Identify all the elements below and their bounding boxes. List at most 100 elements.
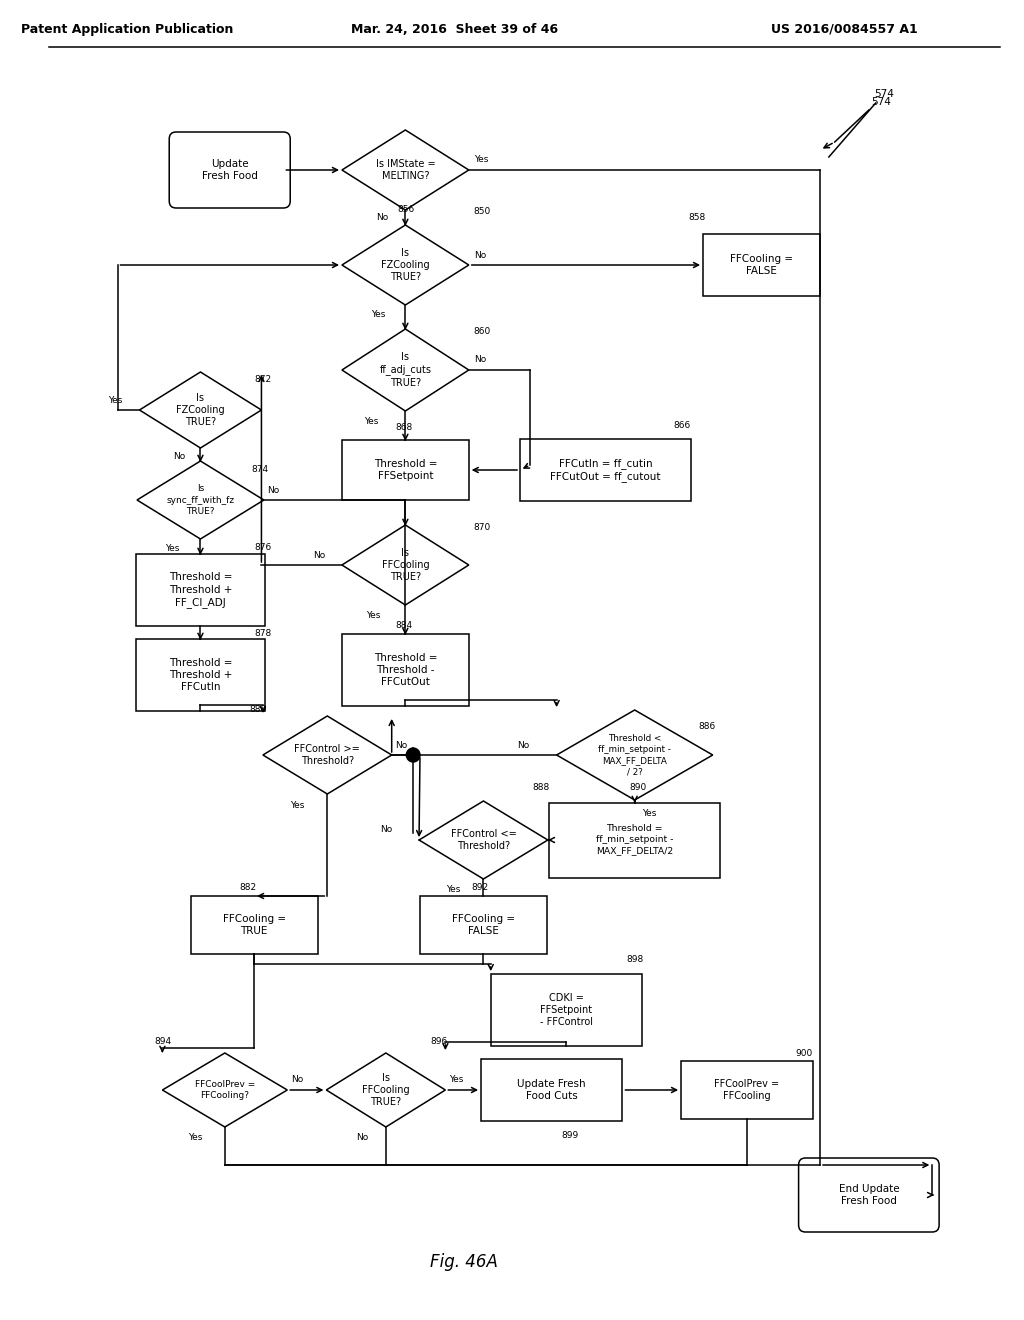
Text: Is
FZCooling
TRUE?: Is FZCooling TRUE?	[381, 248, 430, 282]
Text: FFCoolPrev =
FFCooling?: FFCoolPrev = FFCooling?	[195, 1080, 255, 1100]
Text: FFCooling =
FALSE: FFCooling = FALSE	[452, 913, 515, 936]
Text: FFCoolPrev =
FFCooling: FFCoolPrev = FFCooling	[715, 1078, 779, 1101]
Polygon shape	[327, 1053, 445, 1127]
Polygon shape	[342, 129, 469, 210]
Text: Yes: Yes	[187, 1134, 202, 1143]
Text: 856: 856	[397, 206, 415, 214]
Text: 574: 574	[873, 88, 894, 99]
Polygon shape	[342, 224, 469, 305]
Text: 868: 868	[395, 424, 413, 433]
Text: Yes: Yes	[290, 800, 304, 809]
Text: 880: 880	[249, 705, 266, 714]
Text: Yes: Yes	[450, 1076, 464, 1085]
Bar	[481, 1059, 623, 1121]
Text: Patent Application Publication: Patent Application Publication	[22, 22, 233, 36]
Text: Threshold <
ff_min_setpoint -
MAX_FF_DELTA
/ 2?: Threshold < ff_min_setpoint - MAX_FF_DEL…	[598, 734, 671, 776]
Bar	[420, 896, 547, 954]
Text: 878: 878	[254, 628, 271, 638]
Text: End Update
Fresh Food: End Update Fresh Food	[839, 1184, 899, 1206]
Text: No: No	[517, 741, 529, 750]
Text: No: No	[394, 741, 407, 750]
Text: 858: 858	[688, 213, 706, 222]
Text: Is
FZCooling
TRUE?: Is FZCooling TRUE?	[176, 392, 224, 428]
Text: No: No	[312, 550, 325, 560]
Text: 860: 860	[474, 327, 490, 337]
Text: No: No	[267, 486, 280, 495]
Text: Is
FFCooling
TRUE?: Is FFCooling TRUE?	[382, 548, 429, 582]
Text: 574: 574	[870, 96, 891, 107]
Bar	[342, 634, 469, 706]
Polygon shape	[139, 372, 261, 447]
Text: 882: 882	[240, 883, 257, 891]
Text: Yes: Yes	[474, 156, 488, 165]
Text: FFControl <=
Threshold?: FFControl <= Threshold?	[451, 829, 516, 851]
Text: US 2016/0084557 A1: US 2016/0084557 A1	[771, 22, 918, 36]
Text: Threshold =
Threshold +
FF_CI_ADJ: Threshold = Threshold + FF_CI_ADJ	[169, 572, 232, 607]
Text: 888: 888	[532, 784, 550, 792]
Text: 899: 899	[561, 1130, 579, 1139]
Bar	[342, 440, 469, 500]
Bar	[681, 1061, 813, 1119]
Text: 884: 884	[395, 620, 413, 630]
Text: No: No	[474, 355, 486, 364]
Text: Is
FFCooling
TRUE?: Is FFCooling TRUE?	[362, 1073, 410, 1107]
Bar	[190, 896, 317, 954]
Polygon shape	[137, 461, 264, 539]
Bar	[549, 803, 720, 878]
Text: 872: 872	[254, 375, 271, 384]
Text: Threshold =
FFSetpoint: Threshold = FFSetpoint	[374, 459, 437, 482]
FancyBboxPatch shape	[169, 132, 290, 209]
Text: No: No	[380, 825, 392, 834]
Text: 876: 876	[254, 544, 271, 553]
Text: Yes: Yes	[642, 808, 656, 817]
Polygon shape	[557, 710, 713, 800]
Text: 874: 874	[251, 466, 268, 474]
Text: Yes: Yes	[372, 310, 386, 319]
Bar	[702, 234, 820, 296]
Text: 898: 898	[627, 956, 644, 965]
Text: 896: 896	[431, 1038, 447, 1047]
Text: FFControl >=
Threshold?: FFControl >= Threshold?	[295, 743, 360, 766]
Text: 870: 870	[474, 523, 490, 532]
Text: Is
ff_adj_cuts
TRUE?: Is ff_adj_cuts TRUE?	[379, 352, 431, 388]
Text: Yes: Yes	[109, 396, 123, 404]
Text: Update Fresh
Food Cuts: Update Fresh Food Cuts	[517, 1078, 586, 1101]
Text: Is
sync_ff_with_fz
TRUE?: Is sync_ff_with_fz TRUE?	[166, 484, 234, 516]
Text: Yes: Yes	[165, 544, 179, 553]
Text: No: No	[376, 214, 388, 223]
Text: Threshold =
Threshold -
FFCutOut: Threshold = Threshold - FFCutOut	[374, 652, 437, 688]
Text: Fig. 46A: Fig. 46A	[430, 1253, 498, 1271]
Text: FFCutIn = ff_cutin
FFCutOut = ff_cutout: FFCutIn = ff_cutin FFCutOut = ff_cutout	[550, 458, 660, 482]
FancyBboxPatch shape	[799, 1158, 939, 1232]
Text: Is IMState =
MELTING?: Is IMState = MELTING?	[376, 158, 435, 181]
Text: 850: 850	[474, 207, 490, 216]
Text: Mar. 24, 2016  Sheet 39 of 46: Mar. 24, 2016 Sheet 39 of 46	[350, 22, 558, 36]
Text: 894: 894	[155, 1038, 172, 1047]
Text: 886: 886	[698, 722, 716, 731]
Bar	[520, 440, 691, 502]
Circle shape	[407, 748, 420, 762]
Text: No: No	[173, 451, 185, 461]
Bar	[136, 554, 265, 626]
Text: No: No	[356, 1134, 369, 1143]
Text: 892: 892	[472, 883, 488, 891]
Text: 900: 900	[796, 1049, 813, 1059]
Text: FFCooling =
FALSE: FFCooling = FALSE	[730, 253, 793, 276]
Text: No: No	[474, 251, 486, 260]
Bar	[136, 639, 265, 711]
Text: Yes: Yes	[446, 886, 461, 895]
Text: Yes: Yes	[367, 610, 381, 619]
Text: 890: 890	[630, 783, 647, 792]
Polygon shape	[419, 801, 548, 879]
Polygon shape	[342, 329, 469, 411]
Text: 866: 866	[674, 421, 691, 429]
Polygon shape	[342, 525, 469, 605]
Polygon shape	[163, 1053, 288, 1127]
Text: Threshold =
Threshold +
FFCutIn: Threshold = Threshold + FFCutIn	[169, 657, 232, 693]
Polygon shape	[263, 715, 392, 795]
Text: FFCooling =
TRUE: FFCooling = TRUE	[222, 913, 286, 936]
Text: No: No	[291, 1076, 303, 1085]
Text: Update
Fresh Food: Update Fresh Food	[202, 158, 258, 181]
Bar	[490, 974, 642, 1045]
Text: CDKI =
FFSetpoint
- FFControl: CDKI = FFSetpoint - FFControl	[540, 993, 593, 1027]
